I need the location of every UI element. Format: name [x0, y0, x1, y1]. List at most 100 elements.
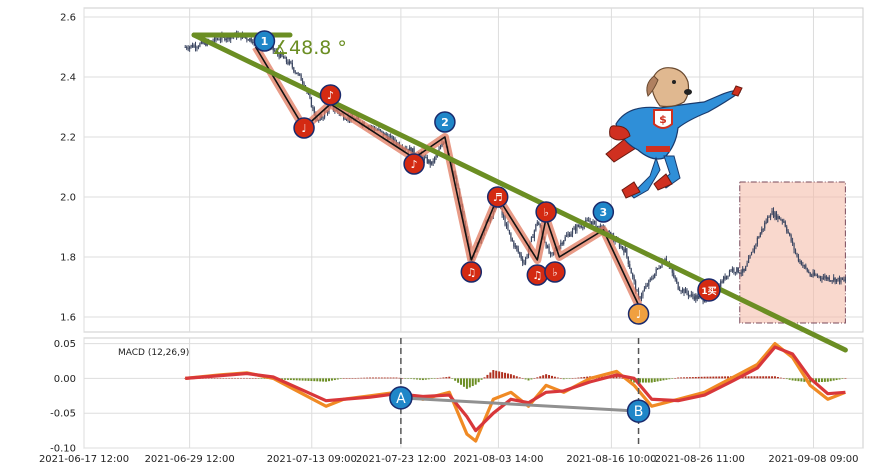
macd-bar: [184, 378, 187, 379]
macd-bar: [360, 377, 363, 379]
candle-body: [673, 272, 675, 278]
macd-bar: [841, 378, 844, 379]
macd-bar: [413, 378, 416, 380]
macd-bar: [823, 378, 826, 382]
candle-body: [771, 210, 773, 215]
price-marker-label: ♭: [552, 266, 557, 279]
macd-bar: [750, 376, 753, 379]
macd-bar: [615, 376, 618, 379]
candle-body: [608, 230, 610, 232]
x-tick: 2021-08-16 10:00: [566, 454, 656, 465]
candle-body: [802, 265, 804, 267]
x-tick: 2021-06-17 12:00: [39, 454, 129, 465]
price-marker: [592, 201, 615, 223]
candle-body: [730, 270, 732, 272]
macd-bar: [219, 377, 222, 379]
candle-body: [588, 220, 590, 222]
x-tick: 2021-08-03 14:00: [453, 454, 543, 465]
candle-body: [322, 117, 324, 119]
candle-body: [299, 73, 301, 75]
candle-body: [246, 37, 248, 40]
macd-bar: [574, 377, 577, 379]
candle-body: [676, 279, 678, 283]
macd-bar: [207, 378, 210, 379]
macd-bar: [301, 378, 304, 381]
candle-body: [197, 46, 200, 48]
macd-bar: [504, 372, 507, 379]
price-marker-label: 1买: [701, 286, 716, 297]
candle-body: [837, 277, 839, 279]
candle-body: [275, 50, 277, 52]
macd-bar: [454, 378, 457, 381]
macd-bar: [647, 378, 650, 383]
macd-bar: [462, 378, 465, 387]
mascot-shirt-symbol: $: [659, 113, 667, 126]
trend-line: [191, 32, 848, 353]
candle-body: [636, 290, 638, 292]
candle-body: [796, 253, 798, 257]
wave-path: [252, 44, 643, 307]
macd-bar: [457, 378, 460, 383]
candle-body: [513, 241, 515, 247]
macd-bar: [656, 378, 659, 382]
macd-bar: [583, 376, 586, 379]
candle-body: [665, 258, 668, 263]
candle-body: [818, 276, 820, 278]
price-marker-label: 3: [600, 206, 608, 219]
candle-body: [523, 262, 525, 264]
macd-bar: [322, 378, 325, 382]
candle-body: [563, 240, 565, 244]
candle-body: [794, 249, 797, 254]
candle-body: [756, 237, 758, 245]
candle-body: [225, 38, 227, 41]
macd-bar: [327, 378, 330, 382]
mascot-shield: [653, 109, 673, 129]
macd-bar: [304, 378, 307, 381]
macd-panel: [83, 337, 864, 449]
price-marker-label: ♬: [493, 191, 503, 204]
macd-y-tick: 0.05: [54, 339, 76, 350]
macd-bar: [386, 377, 389, 379]
macd-bar: [612, 376, 615, 379]
macd-bar: [234, 377, 237, 379]
macd-y-tick: 0.00: [54, 374, 76, 385]
macd-bar: [281, 378, 284, 380]
macd-bar: [239, 377, 242, 379]
candle-body: [740, 272, 742, 274]
mascot-head: [651, 67, 690, 108]
candle-body: [423, 157, 425, 161]
macd-bar: [515, 376, 518, 379]
candle-body: [519, 252, 521, 255]
macd-bar: [773, 376, 776, 379]
candle-body: [834, 277, 836, 283]
candle-body: [632, 273, 634, 277]
candle-body: [627, 256, 629, 265]
candle-body: [293, 67, 295, 72]
price-y-tick: 2.0: [60, 193, 76, 204]
macd-bar: [424, 378, 427, 380]
candle-body: [819, 276, 822, 279]
macd-bar: [445, 377, 448, 379]
candle-body: [312, 107, 314, 109]
macd-bar: [671, 378, 674, 379]
candle-body: [703, 301, 706, 303]
macd-bar: [251, 378, 254, 379]
candle-body: [184, 47, 186, 48]
macd-bar: [421, 378, 424, 381]
macd-bar: [380, 377, 383, 379]
candle-body: [309, 93, 311, 98]
macd-bar: [518, 377, 521, 379]
candle-body: [552, 251, 555, 253]
macd-y-tick: -0.10: [50, 444, 76, 455]
macd-bar: [644, 378, 647, 383]
macd-bar: [292, 378, 295, 381]
candle-body: [310, 97, 312, 108]
macd-bar: [404, 378, 407, 379]
macd-bar: [398, 377, 401, 379]
candle-body: [680, 290, 682, 292]
candle-body: [734, 271, 736, 273]
candle-body: [187, 48, 189, 50]
candle-body: [815, 275, 817, 277]
divergence-label: A: [396, 391, 406, 407]
candle-body: [784, 221, 786, 227]
